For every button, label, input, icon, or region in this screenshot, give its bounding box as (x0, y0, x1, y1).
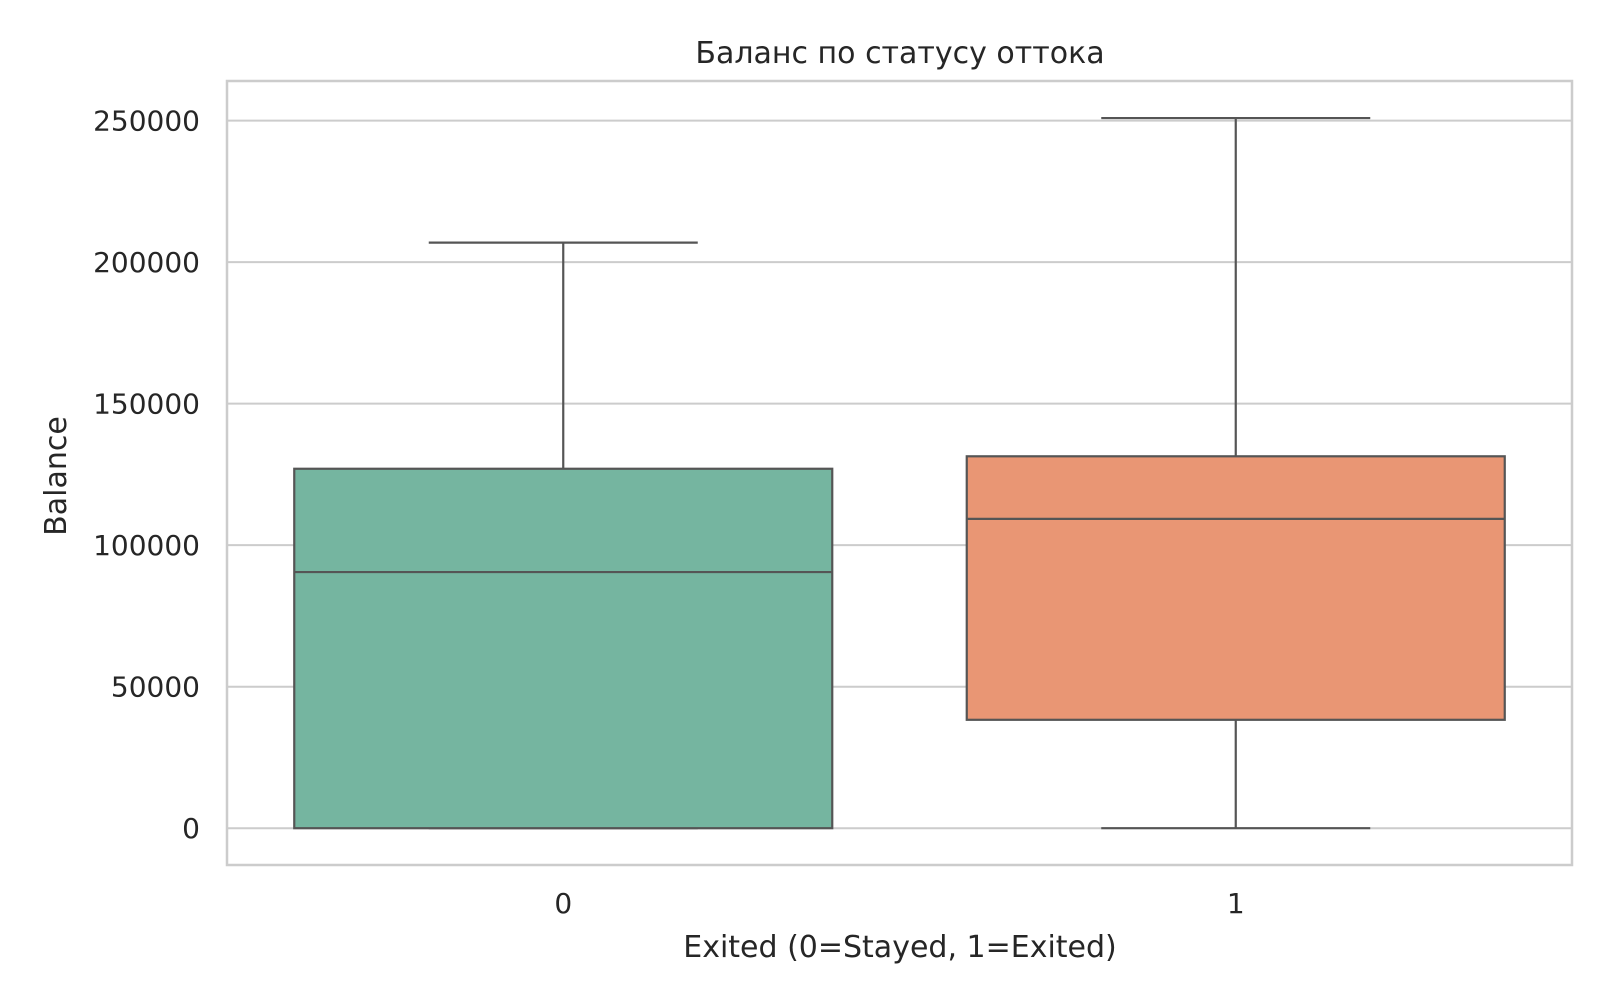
y-tick-labels: 0 50000 100000 150000 200000 250000 (93, 105, 200, 846)
y-axis-label: Balance (39, 416, 74, 536)
boxes (293, 116, 1506, 830)
x-tick-label: 0 (554, 887, 572, 920)
plot-frame (225, 79, 1574, 867)
box-1 (965, 455, 1506, 721)
y-tick-label: 100000 (93, 529, 200, 562)
x-tick-label: 1 (1227, 887, 1245, 920)
box-0 (293, 467, 834, 830)
x-axis-label: Exited (0=Stayed, 1=Exited) (683, 930, 1117, 965)
y-tick-label: 50000 (111, 671, 200, 704)
y-tick-label: 150000 (93, 388, 200, 421)
chart-title: Баланс по статусу оттока (695, 36, 1104, 71)
y-tick-label: 250000 (93, 105, 200, 138)
y-tick-label: 0 (182, 812, 200, 845)
y-tick-label: 200000 (93, 246, 200, 279)
